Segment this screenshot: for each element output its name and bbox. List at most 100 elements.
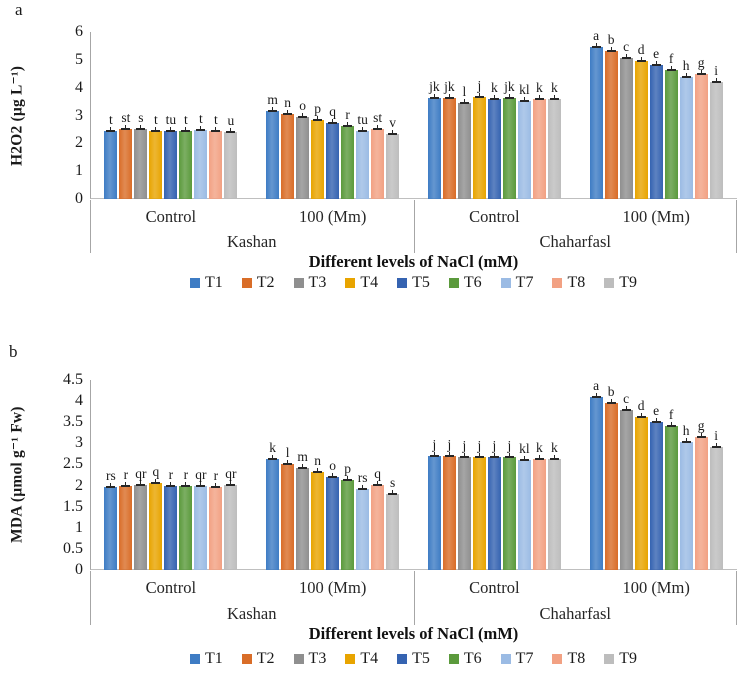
error-bar-cap xyxy=(283,462,293,465)
error-bar-cap xyxy=(151,129,161,132)
legend-item-T9: T9 xyxy=(604,650,637,668)
error-bar-whisker xyxy=(478,452,480,458)
bar-T3 xyxy=(619,57,633,199)
bar-fill xyxy=(134,128,148,199)
category-label-treatment: Control xyxy=(469,578,520,597)
sig-letter: r xyxy=(168,466,174,482)
error-bar-whisker xyxy=(715,442,717,448)
sig-letter: p xyxy=(344,461,351,477)
error-bar-cap xyxy=(226,131,236,134)
sig-letter: b xyxy=(607,384,615,400)
bar-T4 xyxy=(634,417,648,570)
error-bar-cap xyxy=(549,457,559,460)
error-bar-cap xyxy=(196,129,206,132)
error-bar-whisker xyxy=(377,125,379,131)
bar-fill xyxy=(664,70,678,199)
sig-letter: n xyxy=(314,453,321,469)
error-bar-whisker xyxy=(140,480,142,486)
panel-b: b MDA (µmol g⁻¹ Fw) 0 0.5 1 1.5 2 2.5 3 3.5 4 4.5… xyxy=(0,340,744,684)
error-bar-whisker xyxy=(610,47,612,53)
bar-T6 xyxy=(664,70,678,199)
error-bar-cap xyxy=(298,466,308,469)
bar-fill xyxy=(326,123,340,199)
error-bar-cap xyxy=(444,96,454,99)
sig-letter: h xyxy=(682,423,690,439)
bar-fill xyxy=(532,458,546,570)
legend-item-T8: T8 xyxy=(552,650,585,668)
sig-letter: st xyxy=(121,110,131,126)
legend-label: T5 xyxy=(412,650,430,667)
bar-T7 xyxy=(356,489,370,570)
y-tick-label: 1.5 xyxy=(63,497,83,515)
error-bar-whisker xyxy=(538,95,540,101)
bar-fill xyxy=(311,472,325,570)
error-bar-cap xyxy=(534,457,544,460)
y-tick-label: 0 xyxy=(75,190,83,207)
error-bar-whisker xyxy=(332,119,334,125)
sig-letter: k xyxy=(536,439,543,455)
error-bar-cap xyxy=(106,129,116,132)
bar-fill xyxy=(134,484,148,570)
sig-letter: f xyxy=(668,51,674,67)
error-bar-whisker xyxy=(508,94,510,100)
legend-swatch-icon xyxy=(345,278,356,288)
bar-fill xyxy=(679,442,693,570)
y-tick-label: 0.5 xyxy=(63,539,83,557)
bar-T5 xyxy=(164,485,178,570)
bar-T9 xyxy=(547,458,561,570)
sig-letter: p xyxy=(314,100,321,116)
bar-T7 xyxy=(517,460,531,570)
error-bar-cap xyxy=(651,421,661,424)
error-bar-cap xyxy=(373,483,383,486)
error-bar-whisker xyxy=(610,399,612,405)
sig-letter: rs xyxy=(106,467,116,483)
bar-T6 xyxy=(341,480,355,570)
error-bar-whisker xyxy=(463,452,465,458)
sig-letter: j xyxy=(447,437,452,452)
sig-letter: kl xyxy=(519,441,530,457)
legend-item-T5: T5 xyxy=(397,274,430,292)
error-bar-whisker xyxy=(478,93,480,99)
error-bar-cap xyxy=(211,129,221,132)
bar-T8 xyxy=(532,99,546,199)
bar-fill xyxy=(104,486,118,570)
axis-divider xyxy=(736,200,737,253)
y-tick-label: 3.5 xyxy=(63,413,83,431)
error-bar-cap xyxy=(268,457,278,460)
error-bar-whisker xyxy=(655,61,657,67)
bar-fill xyxy=(709,81,723,199)
bar-fill xyxy=(194,130,208,199)
error-bar-cap xyxy=(651,64,661,67)
sig-letter: qr xyxy=(195,467,207,483)
bar-fill xyxy=(104,130,118,199)
bar-T7 xyxy=(679,442,693,570)
error-bar-cap xyxy=(343,479,353,482)
error-bar-cap xyxy=(121,128,131,131)
legend-swatch-icon xyxy=(448,278,459,288)
bar-T9 xyxy=(386,133,400,199)
y-tick-label: 4.5 xyxy=(63,371,83,388)
bar-T3 xyxy=(134,128,148,199)
error-bar-whisker xyxy=(302,463,304,469)
sig-letter: m xyxy=(267,92,278,108)
sig-letter: q xyxy=(374,465,381,481)
bar-T3 xyxy=(296,467,310,570)
category-label-treatment: 100 (Mm) xyxy=(622,207,690,226)
sig-letter: e xyxy=(653,403,660,419)
sig-letter: o xyxy=(329,458,336,474)
error-bar-whisker xyxy=(332,473,334,479)
error-bar-whisker xyxy=(670,66,672,72)
bar-T6 xyxy=(179,130,193,199)
sig-letter: jk xyxy=(504,79,515,95)
sig-letter: d xyxy=(637,42,645,58)
error-bar-cap xyxy=(211,486,221,489)
sig-letter: g xyxy=(697,418,705,433)
y-tick-label: 2 xyxy=(75,134,83,152)
bar-fill xyxy=(371,484,385,570)
error-bar-cap xyxy=(166,484,176,487)
sig-letter: a xyxy=(593,377,600,393)
legend-item-T7: T7 xyxy=(500,650,533,668)
bar-fill xyxy=(341,480,355,570)
legend-label: T8 xyxy=(567,650,586,667)
bar-T1 xyxy=(427,456,441,570)
